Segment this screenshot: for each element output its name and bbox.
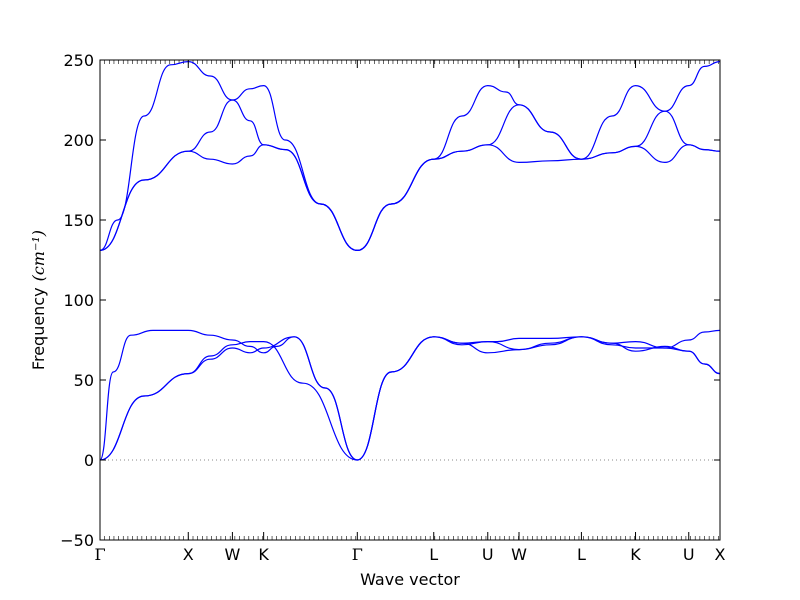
x-tick-label: X <box>715 545 726 564</box>
y-tick-label: 150 <box>63 211 94 230</box>
x-tick-label: Γ <box>94 545 105 564</box>
y-tick-label: 250 <box>63 51 94 70</box>
x-tick-label: L <box>429 545 438 564</box>
x-tick-label: W <box>224 545 240 564</box>
series-group <box>100 60 720 461</box>
y-axis-label-text: Frequency <box>29 287 48 370</box>
y-tick-label: 100 <box>63 291 94 310</box>
x-tick-label: X <box>183 545 194 564</box>
x-tick-label: L <box>577 545 586 564</box>
y-axis-label: Frequency (cm⁻¹) <box>29 230 48 370</box>
x-tick-label: K <box>258 545 269 564</box>
plot-frame <box>99 59 721 541</box>
minor-ticks <box>99 60 719 540</box>
x-tick-label: Γ <box>352 545 363 564</box>
y-tick-label: 200 <box>63 131 94 150</box>
dispersion-branch-4 <box>100 144 720 252</box>
dispersion-branch-6 <box>100 60 720 252</box>
y-axis-ticks: −50 0 50 100 150 200 250 <box>60 51 720 550</box>
x-tick-label: K <box>630 545 641 564</box>
dispersion-branch-5 <box>100 61 720 252</box>
y-tick-label: −50 <box>60 531 94 550</box>
x-axis-label: Wave vector <box>360 570 460 589</box>
x-tick-label: U <box>683 545 695 564</box>
x-tick-label: W <box>511 545 527 564</box>
x-tick-label: U <box>482 545 494 564</box>
y-tick-label: 0 <box>84 451 94 470</box>
y-axis-unit: (cm⁻¹) <box>29 230 48 281</box>
dispersion-branch-3 <box>100 329 720 461</box>
dispersion-branch-1 <box>100 336 720 461</box>
y-tick-label: 50 <box>74 371 94 390</box>
dispersion-branch-2 <box>100 336 720 461</box>
